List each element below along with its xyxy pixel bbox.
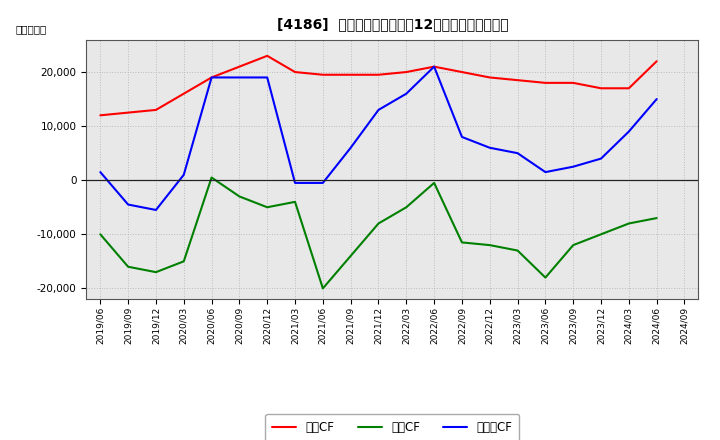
フリーCF bbox=[513, 150, 522, 156]
営業CF bbox=[374, 72, 383, 77]
営業CF bbox=[179, 91, 188, 96]
投資CF bbox=[597, 231, 606, 237]
投資CF bbox=[235, 194, 243, 199]
営業CF bbox=[569, 80, 577, 85]
フリーCF bbox=[152, 207, 161, 213]
営業CF bbox=[652, 59, 661, 64]
営業CF bbox=[597, 86, 606, 91]
営業CF bbox=[152, 107, 161, 113]
投資CF bbox=[652, 216, 661, 221]
フリーCF bbox=[235, 75, 243, 80]
Line: 営業CF: 営業CF bbox=[100, 56, 657, 115]
投資CF bbox=[291, 199, 300, 205]
フリーCF bbox=[485, 145, 494, 150]
投資CF bbox=[124, 264, 132, 269]
フリーCF bbox=[291, 180, 300, 186]
投資CF bbox=[624, 221, 633, 226]
フリーCF bbox=[374, 107, 383, 113]
投資CF bbox=[374, 221, 383, 226]
営業CF bbox=[430, 64, 438, 69]
営業CF bbox=[207, 75, 216, 80]
投資CF bbox=[458, 240, 467, 245]
フリーCF bbox=[263, 75, 271, 80]
Title: [4186]  キャッシュフローの12か月移動合計の推移: [4186] キャッシュフローの12か月移動合計の推移 bbox=[276, 18, 508, 32]
Line: 投資CF: 投資CF bbox=[100, 177, 657, 288]
投資CF bbox=[513, 248, 522, 253]
投資CF bbox=[207, 175, 216, 180]
フリーCF bbox=[597, 156, 606, 161]
営業CF bbox=[624, 86, 633, 91]
営業CF bbox=[124, 110, 132, 115]
投資CF bbox=[485, 242, 494, 248]
営業CF bbox=[96, 113, 104, 118]
投資CF bbox=[152, 270, 161, 275]
投資CF bbox=[96, 231, 104, 237]
フリーCF bbox=[569, 164, 577, 169]
営業CF bbox=[513, 77, 522, 83]
フリーCF bbox=[96, 169, 104, 175]
投資CF bbox=[318, 286, 327, 291]
営業CF bbox=[318, 72, 327, 77]
投資CF bbox=[541, 275, 550, 280]
Legend: 営業CF, 投資CF, フリーCF: 営業CF, 投資CF, フリーCF bbox=[265, 414, 520, 440]
営業CF bbox=[235, 64, 243, 69]
フリーCF bbox=[458, 134, 467, 139]
フリーCF bbox=[207, 75, 216, 80]
営業CF bbox=[346, 72, 355, 77]
フリーCF bbox=[179, 172, 188, 177]
投資CF bbox=[179, 259, 188, 264]
営業CF bbox=[263, 53, 271, 59]
フリーCF bbox=[346, 145, 355, 150]
投資CF bbox=[402, 205, 410, 210]
フリーCF bbox=[541, 169, 550, 175]
投資CF bbox=[569, 242, 577, 248]
フリーCF bbox=[124, 202, 132, 207]
投資CF bbox=[263, 205, 271, 210]
営業CF bbox=[485, 75, 494, 80]
営業CF bbox=[291, 70, 300, 75]
投資CF bbox=[430, 180, 438, 186]
フリーCF bbox=[430, 64, 438, 69]
フリーCF bbox=[402, 91, 410, 96]
フリーCF bbox=[624, 129, 633, 134]
フリーCF bbox=[652, 96, 661, 102]
営業CF bbox=[541, 80, 550, 85]
Line: フリーCF: フリーCF bbox=[100, 66, 657, 210]
投資CF bbox=[346, 253, 355, 259]
Y-axis label: （百万円）: （百万円） bbox=[16, 24, 47, 34]
営業CF bbox=[402, 70, 410, 75]
営業CF bbox=[458, 70, 467, 75]
フリーCF bbox=[318, 180, 327, 186]
